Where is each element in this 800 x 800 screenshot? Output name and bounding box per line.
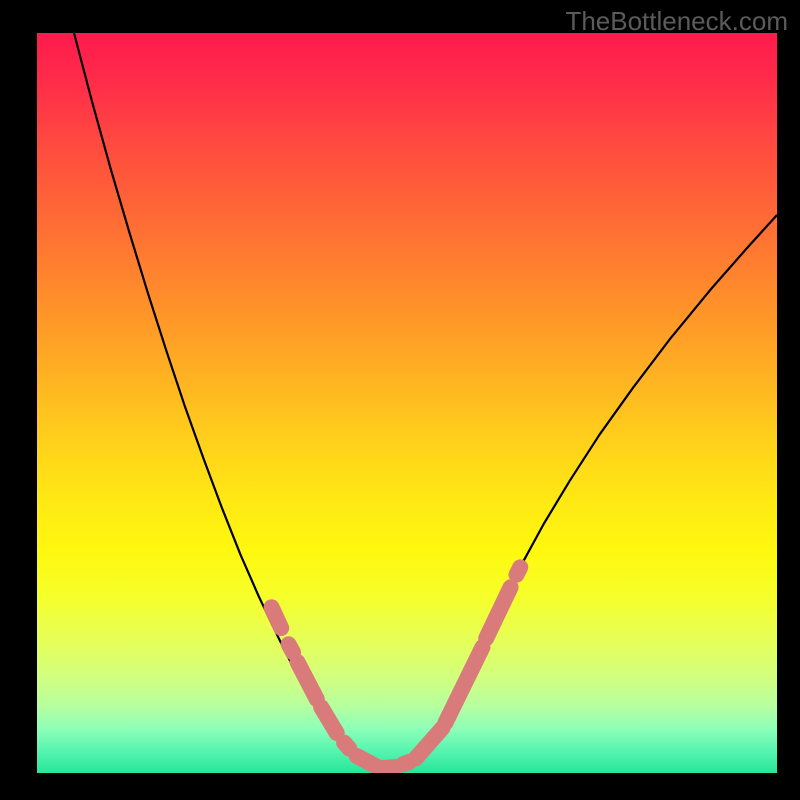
marker-segment bbox=[344, 743, 349, 749]
chart-svg bbox=[37, 33, 777, 773]
marker-segment bbox=[517, 567, 521, 574]
marker-segment bbox=[357, 756, 378, 767]
marker-segment bbox=[272, 607, 282, 628]
marker-segment bbox=[289, 644, 293, 652]
plot-background bbox=[37, 33, 777, 773]
marker-segment bbox=[385, 767, 396, 768]
plot-area bbox=[37, 33, 777, 773]
marker-segment bbox=[403, 762, 409, 764]
